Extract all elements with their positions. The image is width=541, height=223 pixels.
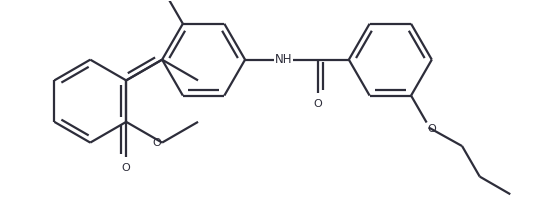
Text: O: O [122, 163, 130, 173]
Text: O: O [153, 138, 161, 148]
Text: O: O [313, 99, 322, 109]
Text: O: O [427, 124, 437, 134]
Text: NH: NH [275, 53, 293, 66]
